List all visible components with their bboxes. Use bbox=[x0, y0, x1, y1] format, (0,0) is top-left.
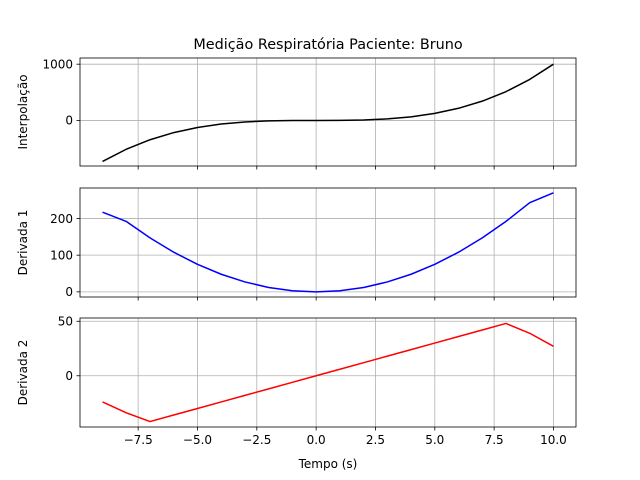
y-tick-label: 100 bbox=[50, 248, 73, 262]
subplot-1: 0 1000 Interpolação bbox=[16, 57, 577, 170]
axes-frame bbox=[79, 57, 577, 167]
x-tick-label: 0.0 bbox=[307, 433, 326, 447]
y-tick-label: 0 bbox=[65, 369, 73, 383]
series-line bbox=[102, 63, 554, 163]
x-tick-label: −5.0 bbox=[183, 433, 212, 447]
x-tick-label: −7.5 bbox=[124, 433, 153, 447]
x-tick-label: 2.5 bbox=[366, 433, 385, 447]
series-line bbox=[102, 322, 554, 423]
y-tick-label: 50 bbox=[58, 315, 73, 329]
y-axis-label: Derivada 1 bbox=[16, 210, 30, 276]
x-tick-label: 5.0 bbox=[425, 433, 444, 447]
subplot-3: −7.5 −5.0 −2.5 0.0 2.5 5.0 7.5 10.0 0 50 Derivada … bbox=[16, 315, 577, 447]
y-tick-label: 1000 bbox=[42, 57, 73, 71]
x-tick-label: −2.5 bbox=[242, 433, 271, 447]
y-tick-label: 200 bbox=[50, 212, 73, 226]
y-tick-label: 0 bbox=[65, 285, 73, 299]
axes-frame bbox=[79, 187, 577, 298]
x-tick-label: 7.5 bbox=[485, 433, 504, 447]
subplots: 0 1000 Interpolação 0 100 200 Derivada 1 −7.5 −5… bbox=[16, 57, 577, 447]
y-axis-label: Derivada 2 bbox=[16, 340, 30, 406]
chart-title: Medição Respiratória Paciente: Bruno bbox=[193, 37, 463, 53]
subplot-2: 0 100 200 Derivada 1 bbox=[16, 187, 577, 301]
x-axis-label: Tempo (s) bbox=[298, 457, 358, 471]
x-tick-label: 10.0 bbox=[540, 433, 567, 447]
y-axis-label: Interpolação bbox=[16, 74, 30, 149]
axes-frame bbox=[79, 317, 577, 428]
y-tick-label: 0 bbox=[65, 114, 73, 128]
series-line bbox=[102, 192, 554, 293]
